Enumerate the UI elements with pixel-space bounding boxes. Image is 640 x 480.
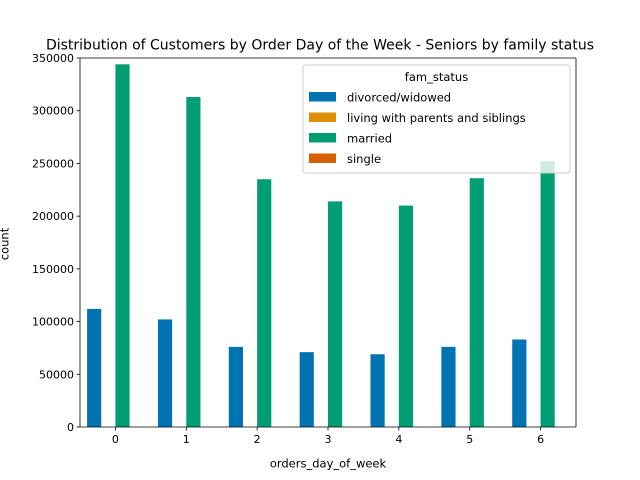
bar-married-6: [540, 161, 555, 427]
y-tick-label: 200000: [32, 210, 74, 223]
x-tick-label: 6: [537, 433, 544, 446]
bar-divorced-widowed-6: [512, 339, 527, 427]
y-tick-label: 0: [67, 421, 74, 434]
legend-swatch: [309, 153, 336, 163]
legend-label: single: [347, 152, 381, 166]
legend-label: married: [347, 132, 392, 146]
bar-divorced-widowed-1: [157, 319, 173, 427]
legend-label: divorced/widowed: [347, 91, 451, 105]
x-tick-label: 5: [466, 433, 473, 446]
bar-married-5: [469, 178, 484, 427]
y-tick-label: 350000: [32, 52, 74, 65]
bar-married-2: [257, 179, 272, 427]
bar-divorced-widowed-0: [87, 308, 102, 427]
y-axis-label: count: [0, 227, 12, 260]
legend-swatch: [309, 133, 336, 143]
y-tick-label: 50000: [39, 368, 74, 381]
chart-title: Distribution of Customers by Order Day o…: [46, 38, 594, 54]
y-tick-label: 150000: [32, 263, 74, 276]
legend-box: [302, 64, 571, 174]
legend-label: living with parents and siblings: [347, 111, 526, 125]
legend-title: fam_status: [405, 70, 468, 84]
bar-divorced-widowed-4: [370, 354, 385, 427]
legend-swatch: [309, 112, 336, 122]
bar-married-4: [398, 205, 414, 427]
legend-swatch: [309, 92, 336, 102]
bar-divorced-widowed-2: [228, 346, 243, 427]
plot-area: [79, 57, 577, 428]
bar-divorced-widowed-3: [299, 352, 314, 427]
x-tick-label: 4: [395, 433, 402, 446]
y-axis: 0 50000 100000 150000 200000 250000 300000 3500…: [32, 52, 80, 434]
bar-divorced-widowed-5: [441, 346, 456, 427]
x-tick-label: 2: [254, 433, 261, 446]
bar-married-1: [186, 97, 201, 427]
bar-married-3: [328, 201, 343, 427]
x-axis-label: orders_day_of_week: [270, 457, 387, 471]
y-tick-label: 300000: [32, 105, 74, 118]
x-tick-label: 3: [325, 433, 332, 446]
legend: fam_status divorced/widowed living with pa…: [302, 64, 571, 174]
y-tick-label: 250000: [32, 157, 74, 170]
x-tick-label: 1: [183, 433, 190, 446]
y-tick-label: 100000: [32, 316, 74, 329]
x-tick-label: 0: [112, 433, 119, 446]
bar-married-0: [115, 64, 130, 427]
x-axis: 0 1 2 3 4 5 6: [112, 427, 544, 446]
